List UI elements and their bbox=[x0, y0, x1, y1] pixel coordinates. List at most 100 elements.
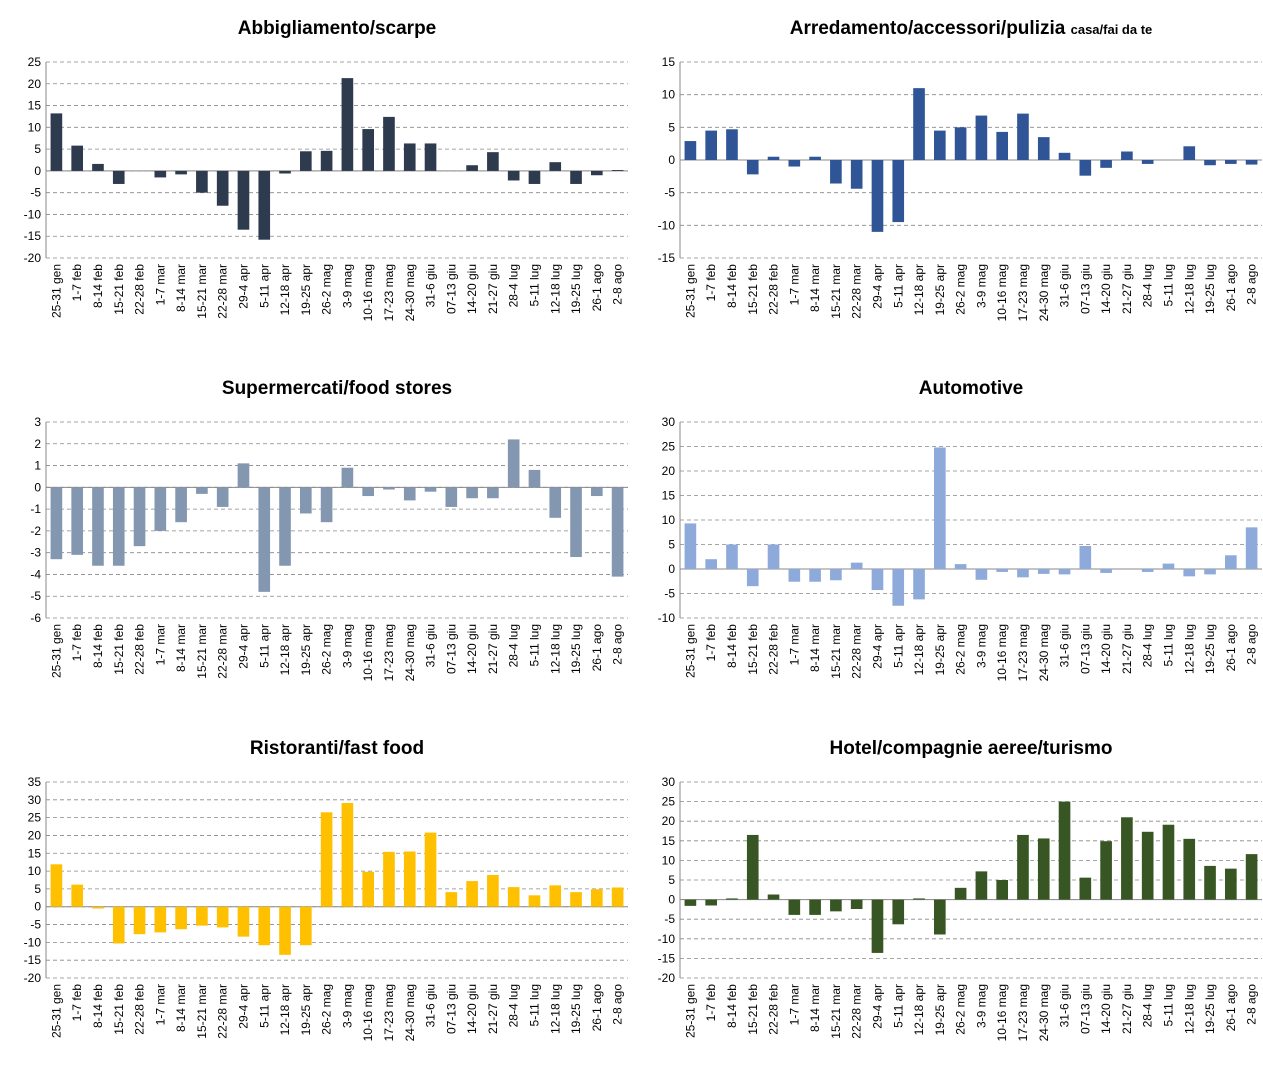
bar bbox=[684, 523, 697, 569]
x-tick-label: 10-16 mag bbox=[995, 984, 1009, 1041]
bar bbox=[726, 129, 738, 160]
bar bbox=[892, 569, 905, 606]
bar bbox=[1225, 160, 1237, 164]
bar bbox=[850, 160, 863, 189]
bar bbox=[216, 487, 229, 507]
x-tick-label: 31-6 giu bbox=[1058, 984, 1072, 1027]
y-tick-label: -5 bbox=[30, 918, 41, 932]
x-tick-label: 3-9 mag bbox=[340, 984, 354, 1028]
x-tick-label: 8-14 feb bbox=[91, 624, 105, 668]
x-tick-label: 5-11 lug bbox=[1161, 264, 1175, 306]
x-tick-label: 28-4 lug bbox=[1141, 624, 1155, 667]
bar bbox=[767, 544, 780, 569]
bar bbox=[279, 170, 291, 174]
bar bbox=[746, 834, 759, 900]
bar bbox=[403, 143, 416, 171]
x-tick-label: 26-1 ago bbox=[1224, 984, 1238, 1032]
y-tick-label: 0 bbox=[668, 562, 675, 576]
x-tick-label: 1-7 mar bbox=[787, 624, 801, 665]
x-tick-label: 10-16 mag bbox=[361, 624, 375, 681]
x-tick-label: 19-25 apr bbox=[299, 984, 313, 1035]
bar bbox=[934, 130, 946, 160]
x-tick-label: 8-14 feb bbox=[725, 264, 739, 308]
y-tick-label: -4 bbox=[30, 567, 41, 581]
bar bbox=[1245, 160, 1258, 165]
y-tick-label: 20 bbox=[662, 814, 676, 828]
x-tick-label: 12-18 lug bbox=[548, 624, 562, 674]
x-tick-label: 19-25 apr bbox=[933, 624, 947, 675]
x-tick-label: 8-14 mar bbox=[808, 984, 822, 1032]
x-tick-label: 31-6 giu bbox=[1058, 264, 1072, 307]
bar bbox=[809, 569, 821, 582]
y-tick-label: 20 bbox=[28, 77, 42, 91]
bar bbox=[50, 864, 63, 907]
bar bbox=[92, 906, 104, 909]
bar bbox=[466, 487, 478, 499]
x-tick-label: 12-18 lug bbox=[1182, 264, 1196, 314]
bar bbox=[71, 884, 83, 907]
x-tick-label: 15-21 mar bbox=[195, 264, 209, 319]
title-main: Arredamento/accessori/pulizia bbox=[790, 18, 1066, 39]
y-tick-label: 5 bbox=[668, 538, 675, 552]
x-tick-label: 14-20 giu bbox=[465, 984, 479, 1034]
y-tick-label: 25 bbox=[662, 440, 676, 454]
bar bbox=[975, 569, 988, 580]
x-tick-label: 5-11 lug bbox=[527, 984, 541, 1026]
x-tick-label: 3-9 mag bbox=[340, 624, 354, 668]
title-main: Automotive bbox=[919, 378, 1024, 399]
chart-panel: Supermercati/food stores -6 -5 -4 -3 -2 -1 0 1 2 3… bbox=[30, 378, 628, 681]
bar bbox=[705, 130, 717, 160]
bar bbox=[570, 487, 582, 558]
y-tick-label: 15 bbox=[662, 834, 676, 848]
bar bbox=[154, 906, 167, 933]
bar bbox=[1121, 817, 1133, 900]
x-tick-label: 17-23 mag bbox=[1016, 624, 1030, 681]
chart-title: Arredamento/accessori/pulizia casa/fai d… bbox=[790, 18, 1153, 39]
y-tick-label: -10 bbox=[658, 218, 676, 232]
x-tick-label: 26-2 mag bbox=[320, 624, 334, 675]
chart-panel: Hotel/compagnie aeree/turismo -20 -15 -10 -5… bbox=[658, 738, 1262, 1041]
bar bbox=[341, 78, 354, 171]
bar bbox=[934, 899, 946, 935]
bar bbox=[1037, 569, 1050, 574]
bar bbox=[1225, 868, 1237, 900]
x-tick-label: 24-30 mag bbox=[1037, 984, 1051, 1041]
x-tick-label: 21-27 giu bbox=[486, 264, 500, 314]
bar bbox=[92, 487, 104, 566]
x-tick-label: 21-27 giu bbox=[1120, 624, 1134, 674]
bar bbox=[403, 487, 416, 501]
x-tick-label: 21-27 giu bbox=[486, 624, 500, 674]
bar bbox=[1017, 113, 1029, 160]
bar bbox=[611, 487, 624, 577]
x-tick-label: 3-9 mag bbox=[974, 264, 988, 308]
x-tick-label: 8-14 feb bbox=[725, 984, 739, 1028]
x-tick-label: 19-25 apr bbox=[299, 264, 313, 315]
bar bbox=[1183, 569, 1196, 577]
bar bbox=[1058, 801, 1071, 900]
bar bbox=[975, 115, 988, 160]
x-tick-label: 1-7 feb bbox=[704, 984, 718, 1022]
x-tick-label: 21-27 giu bbox=[1120, 984, 1134, 1034]
y-tick-label: 0 bbox=[34, 480, 41, 494]
x-tick-label: 28-4 lug bbox=[507, 624, 521, 667]
bar bbox=[767, 156, 780, 160]
y-tick-label: 5 bbox=[668, 873, 675, 887]
x-tick-label: 24-30 mag bbox=[403, 264, 417, 321]
bar bbox=[788, 569, 801, 582]
y-tick-label: -15 bbox=[658, 951, 676, 965]
bar bbox=[549, 487, 562, 518]
x-tick-label: 26-1 ago bbox=[1224, 624, 1238, 672]
y-tick-label: -20 bbox=[24, 971, 42, 985]
x-tick-label: 24-30 mag bbox=[403, 984, 417, 1041]
x-tick-label: 1-7 mar bbox=[153, 624, 167, 665]
x-tick-label: 10-16 mag bbox=[361, 984, 375, 1041]
bar bbox=[237, 906, 250, 937]
x-tick-label: 15-21 mar bbox=[829, 264, 843, 319]
x-tick-label: 5-11 apr bbox=[257, 984, 271, 1028]
y-tick-label: 0 bbox=[34, 900, 41, 914]
x-tick-label: 14-20 giu bbox=[465, 624, 479, 674]
bar bbox=[1100, 841, 1112, 900]
bar bbox=[258, 906, 271, 946]
y-tick-label: -15 bbox=[24, 229, 42, 243]
x-tick-label: 3-9 mag bbox=[340, 264, 354, 308]
